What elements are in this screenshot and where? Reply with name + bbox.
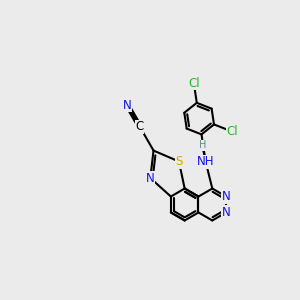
Text: N: N bbox=[123, 99, 132, 112]
Text: Cl: Cl bbox=[227, 125, 238, 138]
Text: C: C bbox=[136, 120, 144, 133]
Text: N: N bbox=[146, 172, 155, 184]
Text: Cl: Cl bbox=[188, 76, 200, 90]
Text: NH: NH bbox=[197, 155, 214, 168]
Text: N: N bbox=[222, 190, 230, 203]
Text: S: S bbox=[175, 155, 183, 168]
Text: H: H bbox=[199, 140, 206, 151]
Text: N: N bbox=[222, 206, 230, 219]
